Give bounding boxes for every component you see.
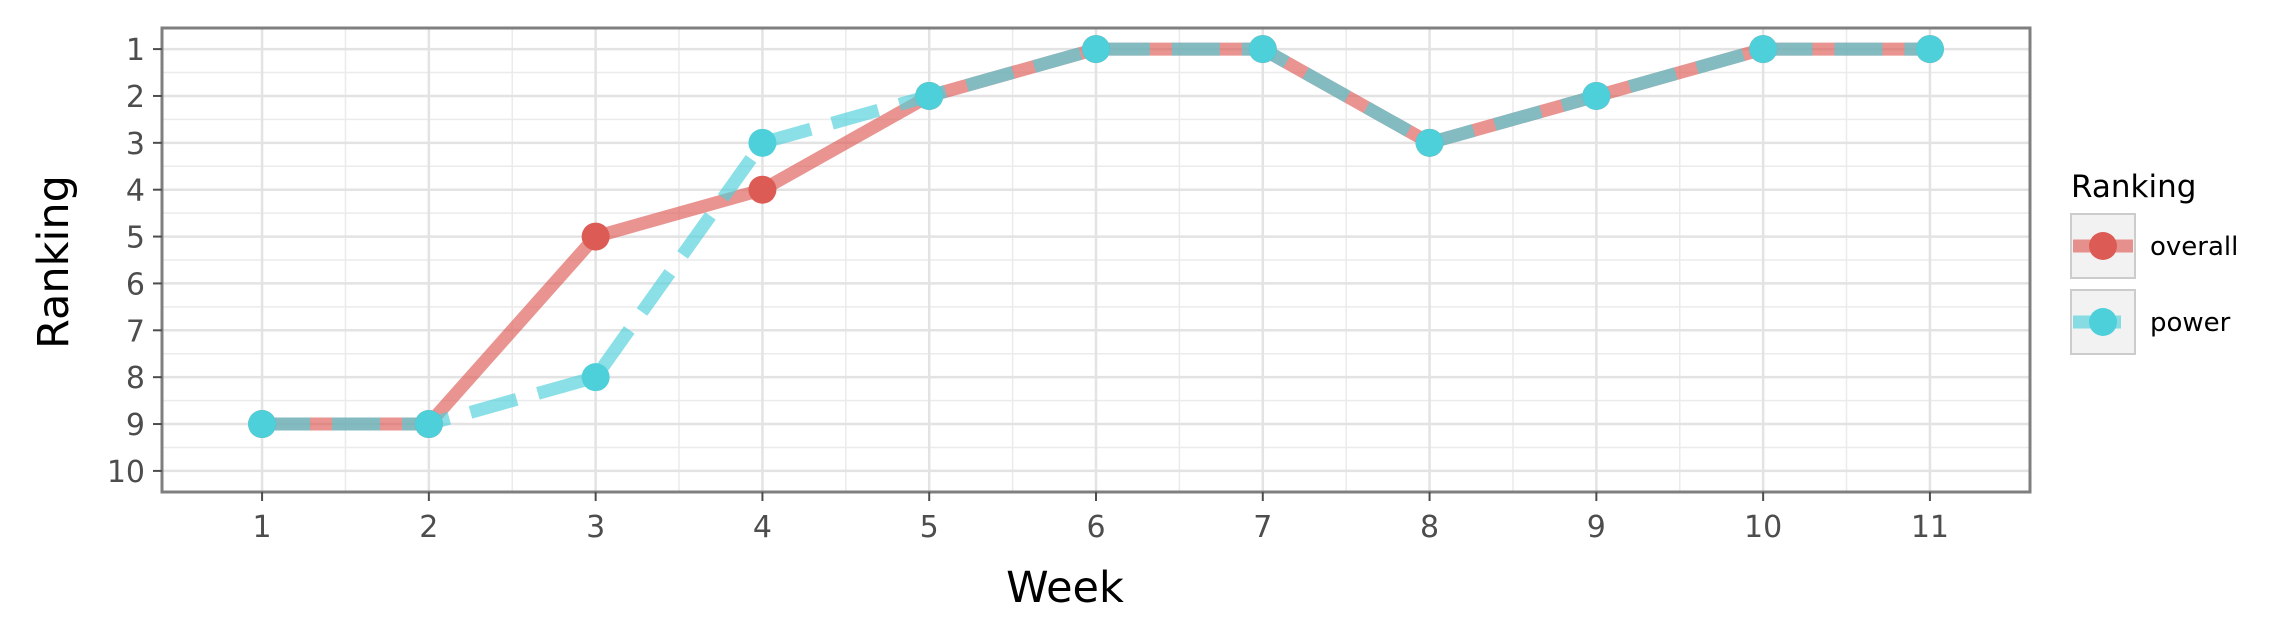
x-tick-label: 11	[1911, 510, 1949, 545]
data-point-power	[1082, 35, 1110, 64]
legend: Ranking overall power	[2070, 169, 2238, 355]
legend-label: overall	[2150, 232, 2238, 262]
x-axis-ticks: 1 2 3 4 5 6 7 8 9 10 11	[253, 492, 1949, 545]
legend-item-power: power	[2070, 289, 2231, 355]
y-tick-label: 10	[107, 455, 145, 490]
data-point-power	[915, 81, 944, 110]
series-line-power	[262, 42, 1930, 431]
y-tick-label: 6	[126, 267, 145, 302]
x-tick-label: 5	[920, 510, 939, 545]
x-tick-label: 10	[1744, 510, 1782, 545]
x-tick-label: 9	[1587, 510, 1606, 545]
y-axis-ticks: 1 2 3 4 5 6 7 8 9 10	[107, 33, 162, 490]
legend-key-marker	[2089, 232, 2117, 260]
data-point-power	[1582, 81, 1611, 110]
data-point-power	[1915, 35, 1944, 64]
series-points	[248, 35, 1944, 439]
x-tick-label: 1	[253, 510, 272, 545]
x-tick-label: 8	[1420, 510, 1439, 545]
legend-label: power	[2150, 308, 2231, 338]
x-tick-label: 6	[1086, 510, 1105, 545]
y-tick-label: 4	[126, 174, 145, 209]
legend-title: Ranking	[2071, 169, 2196, 205]
data-point-overall	[748, 175, 777, 204]
data-point-power	[1415, 128, 1444, 157]
x-tick-label: 7	[1253, 510, 1272, 545]
y-tick-label: 5	[126, 221, 145, 256]
y-axis-title: Ranking	[29, 175, 79, 349]
x-tick-label: 4	[753, 510, 772, 545]
legend-item-overall: overall	[2070, 213, 2238, 279]
legend-key-marker	[2089, 308, 2117, 336]
legend-items: overall power	[2070, 213, 2238, 355]
y-tick-label: 9	[126, 408, 145, 443]
x-tick-label: 3	[586, 510, 605, 545]
y-tick-label: 1	[126, 33, 145, 68]
x-tick-label: 2	[419, 510, 438, 545]
data-point-power	[248, 410, 277, 439]
y-tick-label: 7	[126, 314, 145, 349]
data-point-power	[581, 363, 610, 392]
x-axis-title: Week	[1006, 563, 1124, 613]
data-point-power	[748, 128, 777, 157]
y-tick-label: 2	[126, 80, 145, 115]
y-tick-label: 8	[126, 361, 145, 396]
data-point-power	[1248, 35, 1277, 64]
y-tick-label: 3	[126, 127, 145, 162]
data-point-overall	[581, 222, 610, 251]
data-point-power	[1749, 35, 1778, 64]
data-point-power	[414, 410, 443, 439]
